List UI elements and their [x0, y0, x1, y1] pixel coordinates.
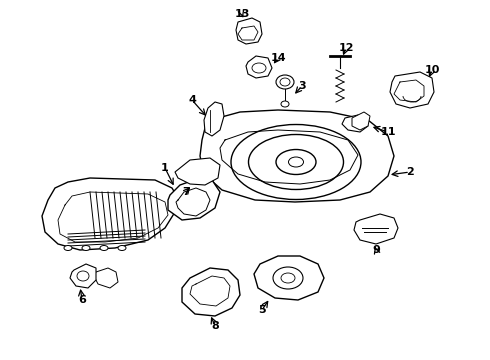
Ellipse shape [118, 246, 126, 251]
Ellipse shape [64, 246, 72, 251]
Text: 11: 11 [380, 127, 396, 137]
Polygon shape [352, 112, 370, 130]
Ellipse shape [100, 246, 108, 251]
Text: 10: 10 [424, 65, 440, 75]
Polygon shape [42, 178, 178, 250]
Ellipse shape [280, 78, 290, 86]
Ellipse shape [231, 125, 361, 199]
Polygon shape [246, 56, 272, 78]
Text: 14: 14 [270, 53, 286, 63]
Polygon shape [182, 268, 240, 316]
Ellipse shape [248, 135, 343, 189]
Polygon shape [204, 102, 224, 136]
Text: 2: 2 [406, 167, 414, 177]
Ellipse shape [276, 75, 294, 89]
Ellipse shape [252, 63, 266, 73]
Text: 6: 6 [78, 295, 86, 305]
Text: 3: 3 [298, 81, 306, 91]
Text: 12: 12 [338, 43, 354, 53]
Polygon shape [390, 72, 434, 108]
Polygon shape [254, 256, 324, 300]
Ellipse shape [289, 157, 303, 167]
Polygon shape [168, 178, 220, 220]
Polygon shape [354, 214, 398, 244]
Polygon shape [94, 268, 118, 288]
Text: 4: 4 [188, 95, 196, 105]
Ellipse shape [281, 273, 295, 283]
Polygon shape [236, 18, 262, 44]
Ellipse shape [82, 246, 90, 251]
Polygon shape [175, 158, 220, 185]
Text: 5: 5 [258, 305, 266, 315]
Text: 1: 1 [161, 163, 169, 173]
Polygon shape [70, 264, 96, 288]
Ellipse shape [77, 271, 89, 281]
Text: 13: 13 [234, 9, 250, 19]
Text: 7: 7 [182, 187, 190, 197]
Polygon shape [200, 110, 394, 202]
Text: 9: 9 [372, 245, 380, 255]
Ellipse shape [281, 101, 289, 107]
Ellipse shape [273, 267, 303, 289]
Polygon shape [342, 115, 368, 132]
Text: 8: 8 [211, 321, 219, 331]
Ellipse shape [276, 149, 316, 175]
